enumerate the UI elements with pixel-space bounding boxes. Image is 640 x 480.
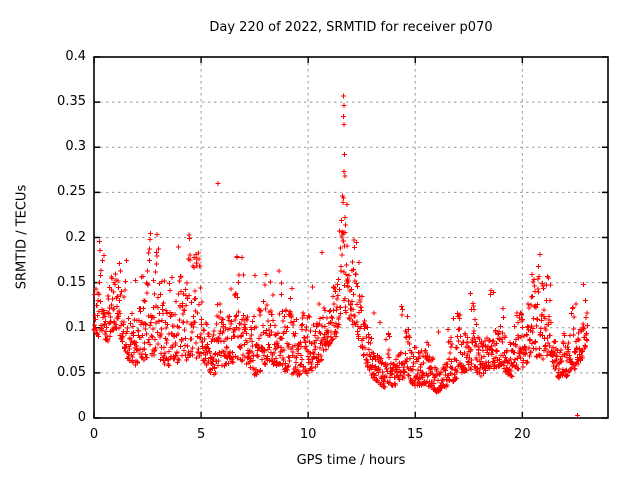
x-tick-label: 10	[299, 427, 317, 442]
x-tick-label: 15	[406, 427, 424, 442]
chart-title: Day 220 of 2022, SRMTID for receiver p07…	[209, 20, 493, 35]
y-tick-label: 0.15	[57, 274, 86, 290]
x-axis-title: GPS time / hours	[296, 453, 406, 468]
y-tick-label: 0.05	[57, 364, 86, 380]
y-tick-label: 0	[77, 410, 86, 425]
y-tick-label: 0.35	[57, 94, 86, 110]
x-tick-label: 0	[89, 427, 99, 442]
x-tick-label: 5	[196, 427, 206, 442]
y-tick-label: 0.4	[65, 49, 86, 64]
y-tick-label: 0.1	[65, 319, 86, 335]
y-tick-label: 0.2	[65, 229, 86, 245]
x-tick-label: 20	[514, 427, 531, 442]
y-tick-label: 0.3	[65, 139, 86, 155]
y-tick-label: 0.25	[57, 184, 86, 200]
